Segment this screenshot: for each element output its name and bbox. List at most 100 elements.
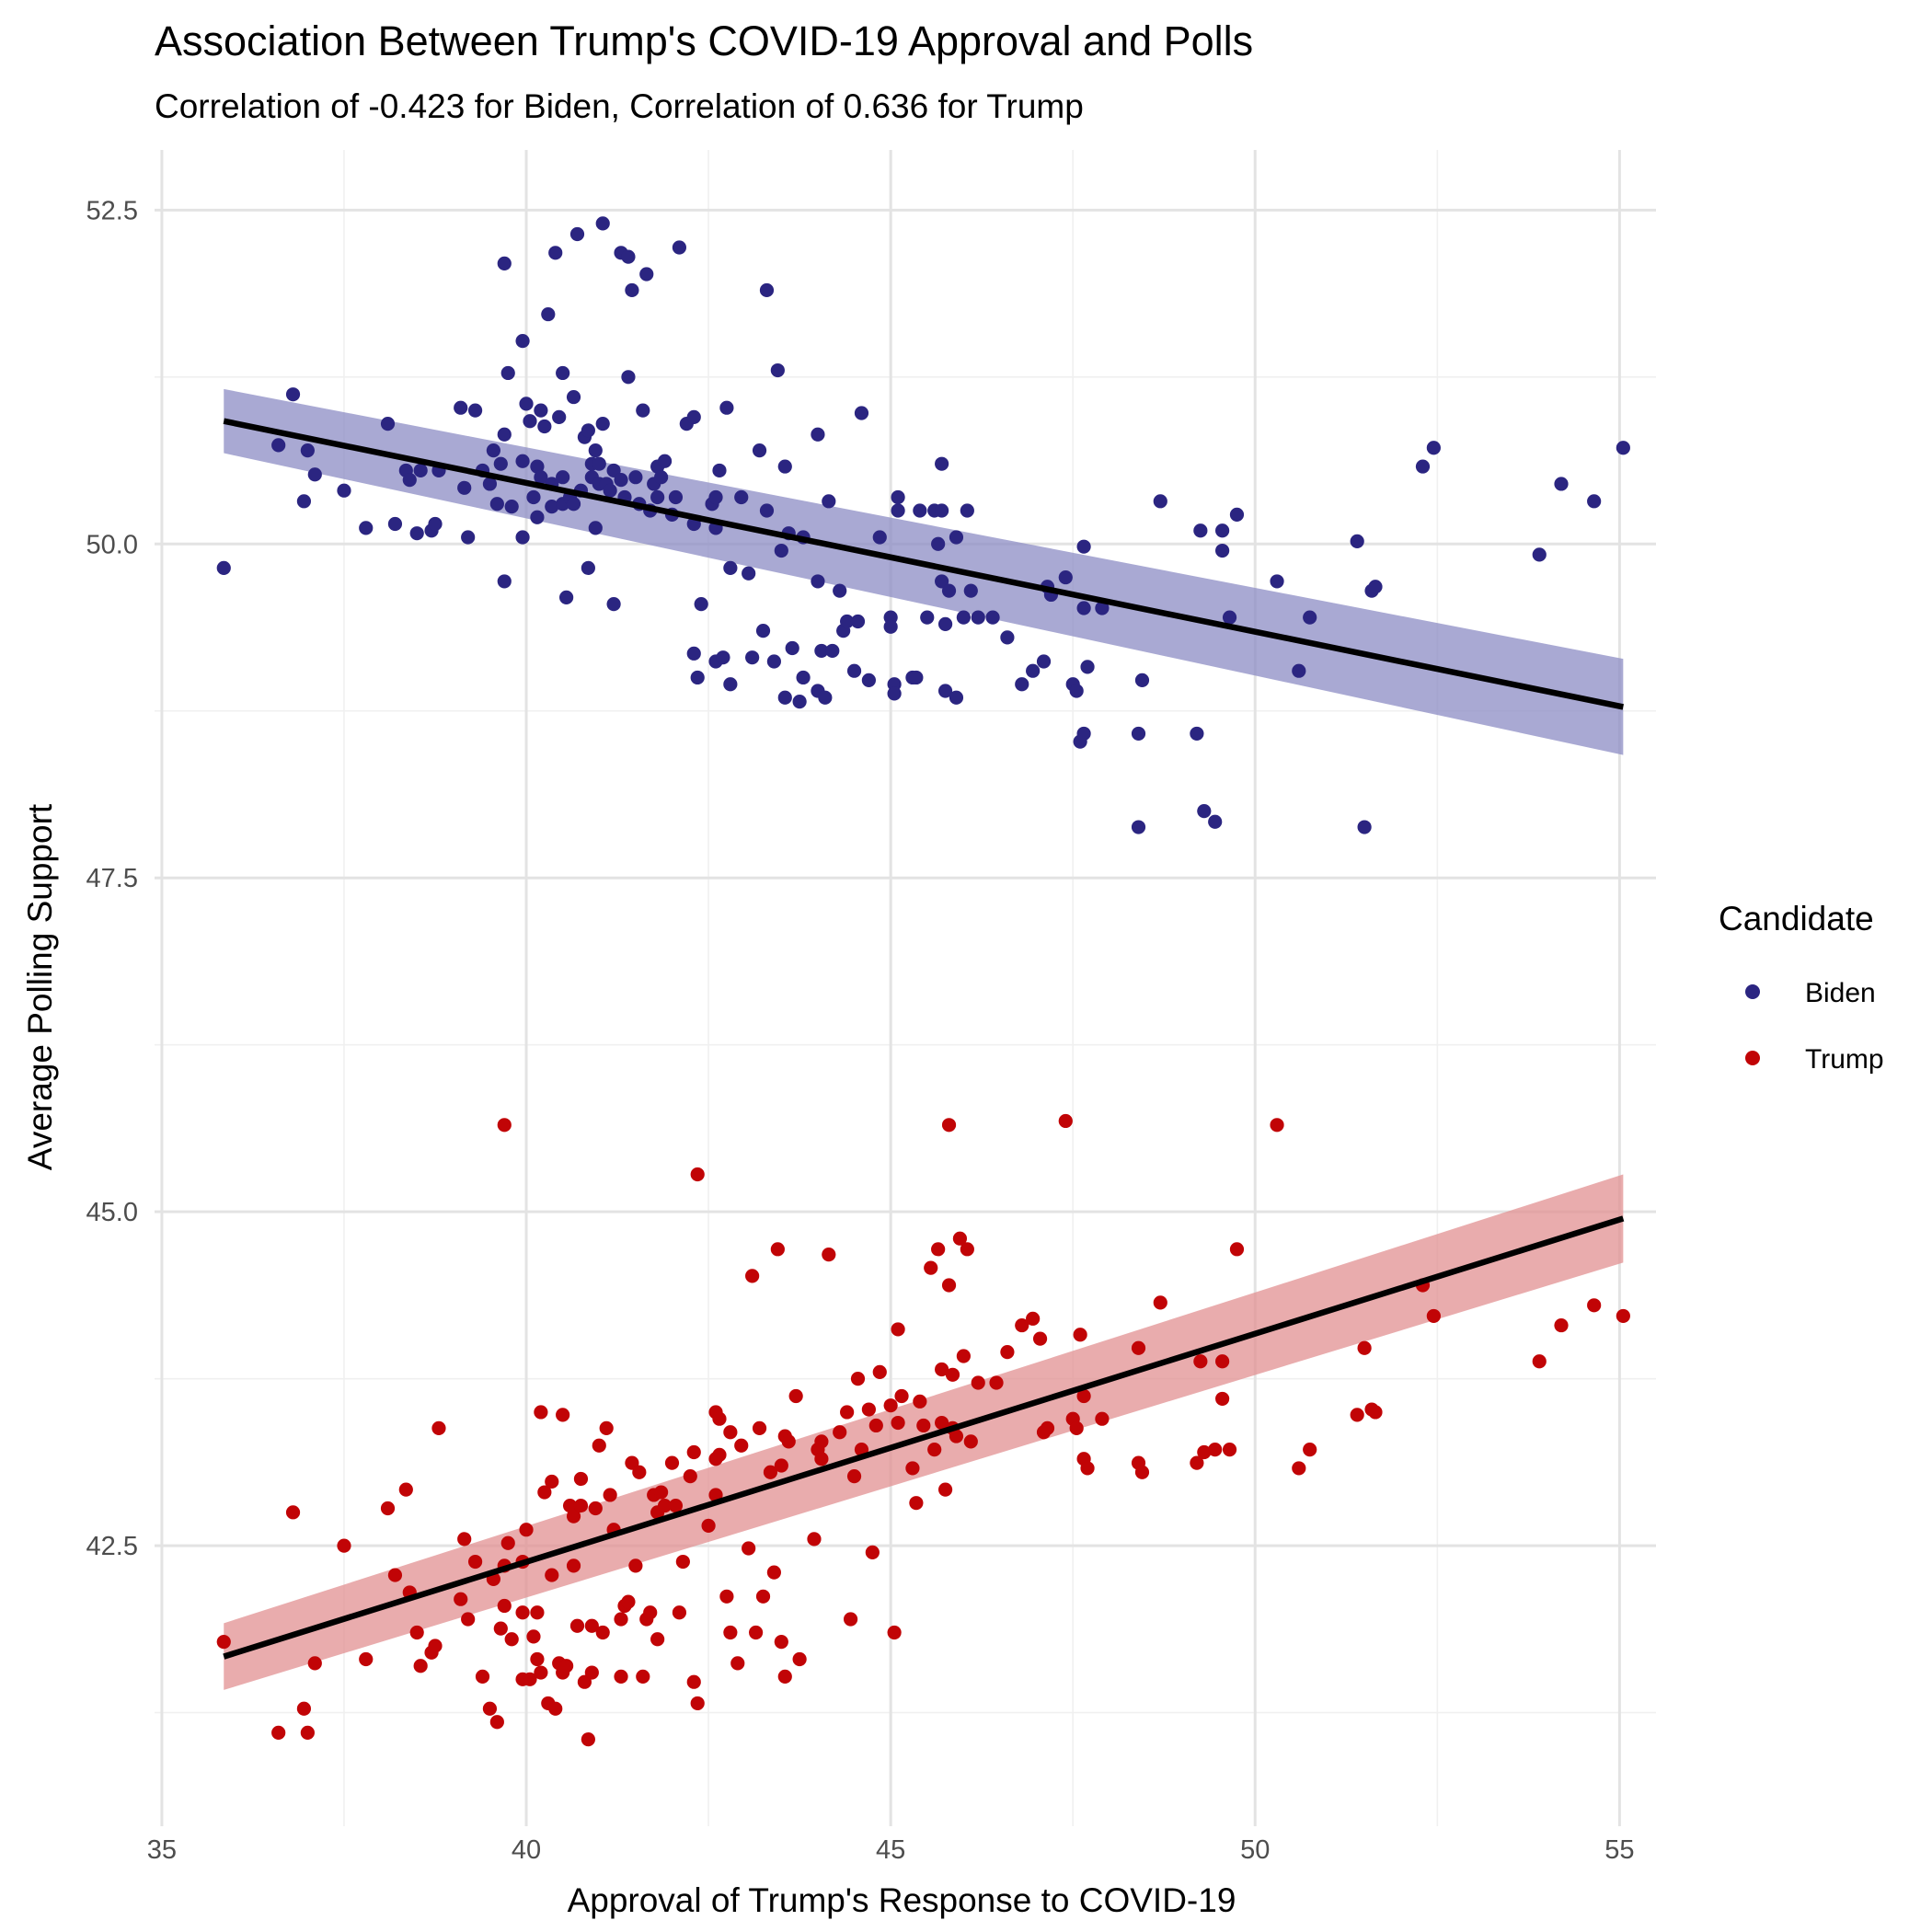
biden-point	[467, 403, 483, 418]
trump-point	[628, 1558, 643, 1573]
biden-point	[1357, 820, 1372, 834]
biden-point	[603, 483, 617, 498]
trump-point	[1229, 1242, 1245, 1257]
trump-point	[850, 1372, 866, 1386]
legend-key-trump	[1745, 1051, 1760, 1065]
biden-point	[271, 438, 286, 453]
trump-point	[905, 1461, 920, 1476]
y-tick-label: 42.5	[86, 1532, 138, 1561]
biden-point	[657, 454, 673, 468]
trump-point	[556, 1408, 570, 1422]
biden-point	[759, 282, 775, 298]
trump-point	[467, 1554, 483, 1570]
trump-point	[566, 1509, 581, 1524]
biden-point	[956, 610, 971, 625]
biden-point	[489, 497, 504, 512]
biden-point	[409, 526, 424, 541]
trump-point	[650, 1632, 665, 1647]
biden-point	[708, 489, 723, 505]
biden-point	[1193, 523, 1208, 538]
biden-point	[1076, 726, 1091, 742]
trump-point	[927, 1442, 942, 1457]
biden-point	[300, 443, 315, 458]
trump-point	[971, 1375, 985, 1390]
biden-point	[716, 650, 730, 665]
biden-point	[935, 503, 949, 518]
biden-point	[792, 694, 807, 709]
biden-point	[621, 370, 636, 385]
trump-point	[409, 1625, 424, 1640]
trump-point	[1292, 1461, 1306, 1476]
biden-point	[1015, 677, 1029, 692]
biden-point	[545, 500, 559, 514]
legend-title: Candidate	[1719, 900, 1874, 937]
trump-point	[493, 1621, 508, 1636]
biden-point	[723, 677, 738, 692]
trump-point	[712, 1447, 727, 1463]
biden-point	[1190, 726, 1204, 742]
trump-point	[924, 1260, 938, 1275]
chart-title: Association Between Trump's COVID-19 App…	[155, 17, 1253, 64]
x-tick-label: 50	[1240, 1835, 1270, 1865]
biden-point	[963, 583, 978, 598]
biden-point	[493, 456, 508, 471]
trump-point	[621, 1594, 636, 1609]
biden-point	[566, 389, 581, 405]
trump-point	[534, 1665, 548, 1680]
trump-point	[916, 1418, 931, 1433]
legend-label-biden: Biden	[1805, 978, 1876, 1008]
biden-point	[937, 684, 953, 698]
biden-point	[1587, 494, 1602, 509]
trump-point	[545, 1568, 559, 1582]
biden-point	[1131, 820, 1146, 834]
biden-point	[796, 670, 811, 685]
trump-point	[664, 1455, 680, 1470]
biden-point	[559, 590, 574, 604]
trump-point	[562, 1498, 578, 1513]
biden-point	[588, 521, 603, 535]
trump-point	[891, 1322, 905, 1337]
trump-point	[500, 1535, 515, 1550]
biden-point	[1000, 630, 1015, 645]
y-tick-label: 45.0	[86, 1198, 138, 1227]
biden-point	[712, 463, 727, 478]
biden-point	[971, 610, 985, 625]
biden-point	[931, 536, 946, 551]
biden-point	[887, 686, 902, 701]
y-tick-label: 50.0	[86, 530, 138, 559]
trump-point	[1350, 1408, 1364, 1422]
biden-point	[850, 614, 866, 629]
biden-point	[935, 456, 949, 471]
trump-point	[584, 1665, 599, 1680]
biden-point	[891, 489, 905, 505]
trump-point	[755, 1589, 771, 1604]
trump-point	[792, 1651, 807, 1667]
trump-point	[748, 1625, 764, 1640]
trump-point	[745, 1269, 760, 1283]
biden-point	[1270, 574, 1284, 589]
trump-point	[614, 1612, 628, 1627]
trump-point	[686, 1674, 701, 1689]
biden-regression-line	[223, 418, 1624, 710]
trump-point	[883, 1398, 898, 1413]
data-points	[216, 216, 1630, 1747]
biden-point	[454, 400, 468, 415]
biden-point	[530, 510, 545, 524]
biden-point	[515, 334, 530, 349]
biden-point	[654, 470, 669, 485]
trump-point	[686, 1444, 701, 1460]
x-tick-label: 35	[147, 1835, 177, 1865]
biden-point	[428, 516, 443, 532]
biden-point	[759, 503, 775, 518]
biden-point	[636, 403, 650, 418]
biden-point	[686, 409, 701, 424]
trump-regression-line	[223, 1215, 1625, 1660]
trump-point	[519, 1523, 534, 1537]
x-axis-title: Approval of Trump's Response to COVID-19	[568, 1881, 1236, 1919]
trump-point	[945, 1367, 960, 1382]
trump-point	[559, 1659, 574, 1673]
biden-point	[774, 543, 788, 558]
biden-point	[949, 690, 964, 705]
trump-point	[935, 1415, 949, 1431]
biden-point	[854, 406, 869, 420]
